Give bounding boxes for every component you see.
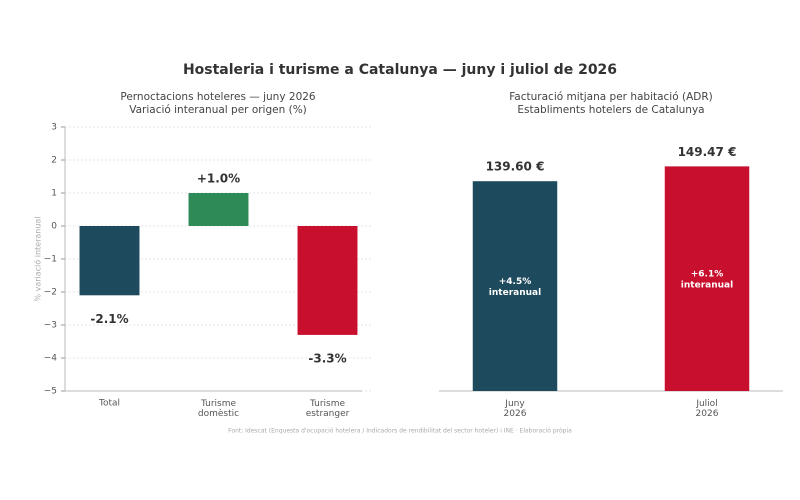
page-title: Hostaleria i turisme a Catalunya — juny … <box>183 62 617 78</box>
value-label: 139.60 € <box>486 160 545 174</box>
chart-title: Pernoctacions hoteleres — juny 2026 Varia… <box>120 91 316 116</box>
bar-annotation: +4.5% interanual <box>489 277 541 298</box>
value-label: -3.3% <box>308 351 346 365</box>
value-label: +1.0% <box>197 172 240 186</box>
bar <box>297 226 358 335</box>
bar <box>472 181 558 391</box>
bar-annotation: +6.1% interanual <box>681 269 733 290</box>
y-tick-label: 0 <box>51 222 57 232</box>
x-tick-label: Juliol 2026 <box>695 399 718 419</box>
x-tick-label: Juny 2026 <box>504 399 527 419</box>
bar <box>79 226 140 296</box>
y-tick-label: −2 <box>44 288 57 298</box>
y-tick-label: −4 <box>44 354 58 364</box>
y-tick-label: 3 <box>51 123 57 133</box>
chart-title: Facturació mitjana per habitació (ADR) Es… <box>509 91 713 116</box>
value-label: -2.1% <box>90 312 128 326</box>
bar <box>664 166 750 391</box>
value-label: 149.47 € <box>678 145 737 159</box>
y-tick-label: 2 <box>51 156 57 166</box>
y-tick-label: 1 <box>51 189 57 199</box>
x-tick-label: Total <box>98 399 120 409</box>
y-tick-label: −3 <box>44 321 57 331</box>
source-note: Font: Idescat (Enquesta d'ocupació hotel… <box>228 428 572 435</box>
y-tick-label: −5 <box>44 387 57 397</box>
bar <box>188 193 249 226</box>
y-tick-label: −1 <box>44 255 57 265</box>
x-tick-label: Turisme estranger <box>306 399 350 419</box>
y-axis-label: % variació interanual <box>33 216 43 301</box>
x-tick-label: Turisme domèstic <box>198 399 239 419</box>
